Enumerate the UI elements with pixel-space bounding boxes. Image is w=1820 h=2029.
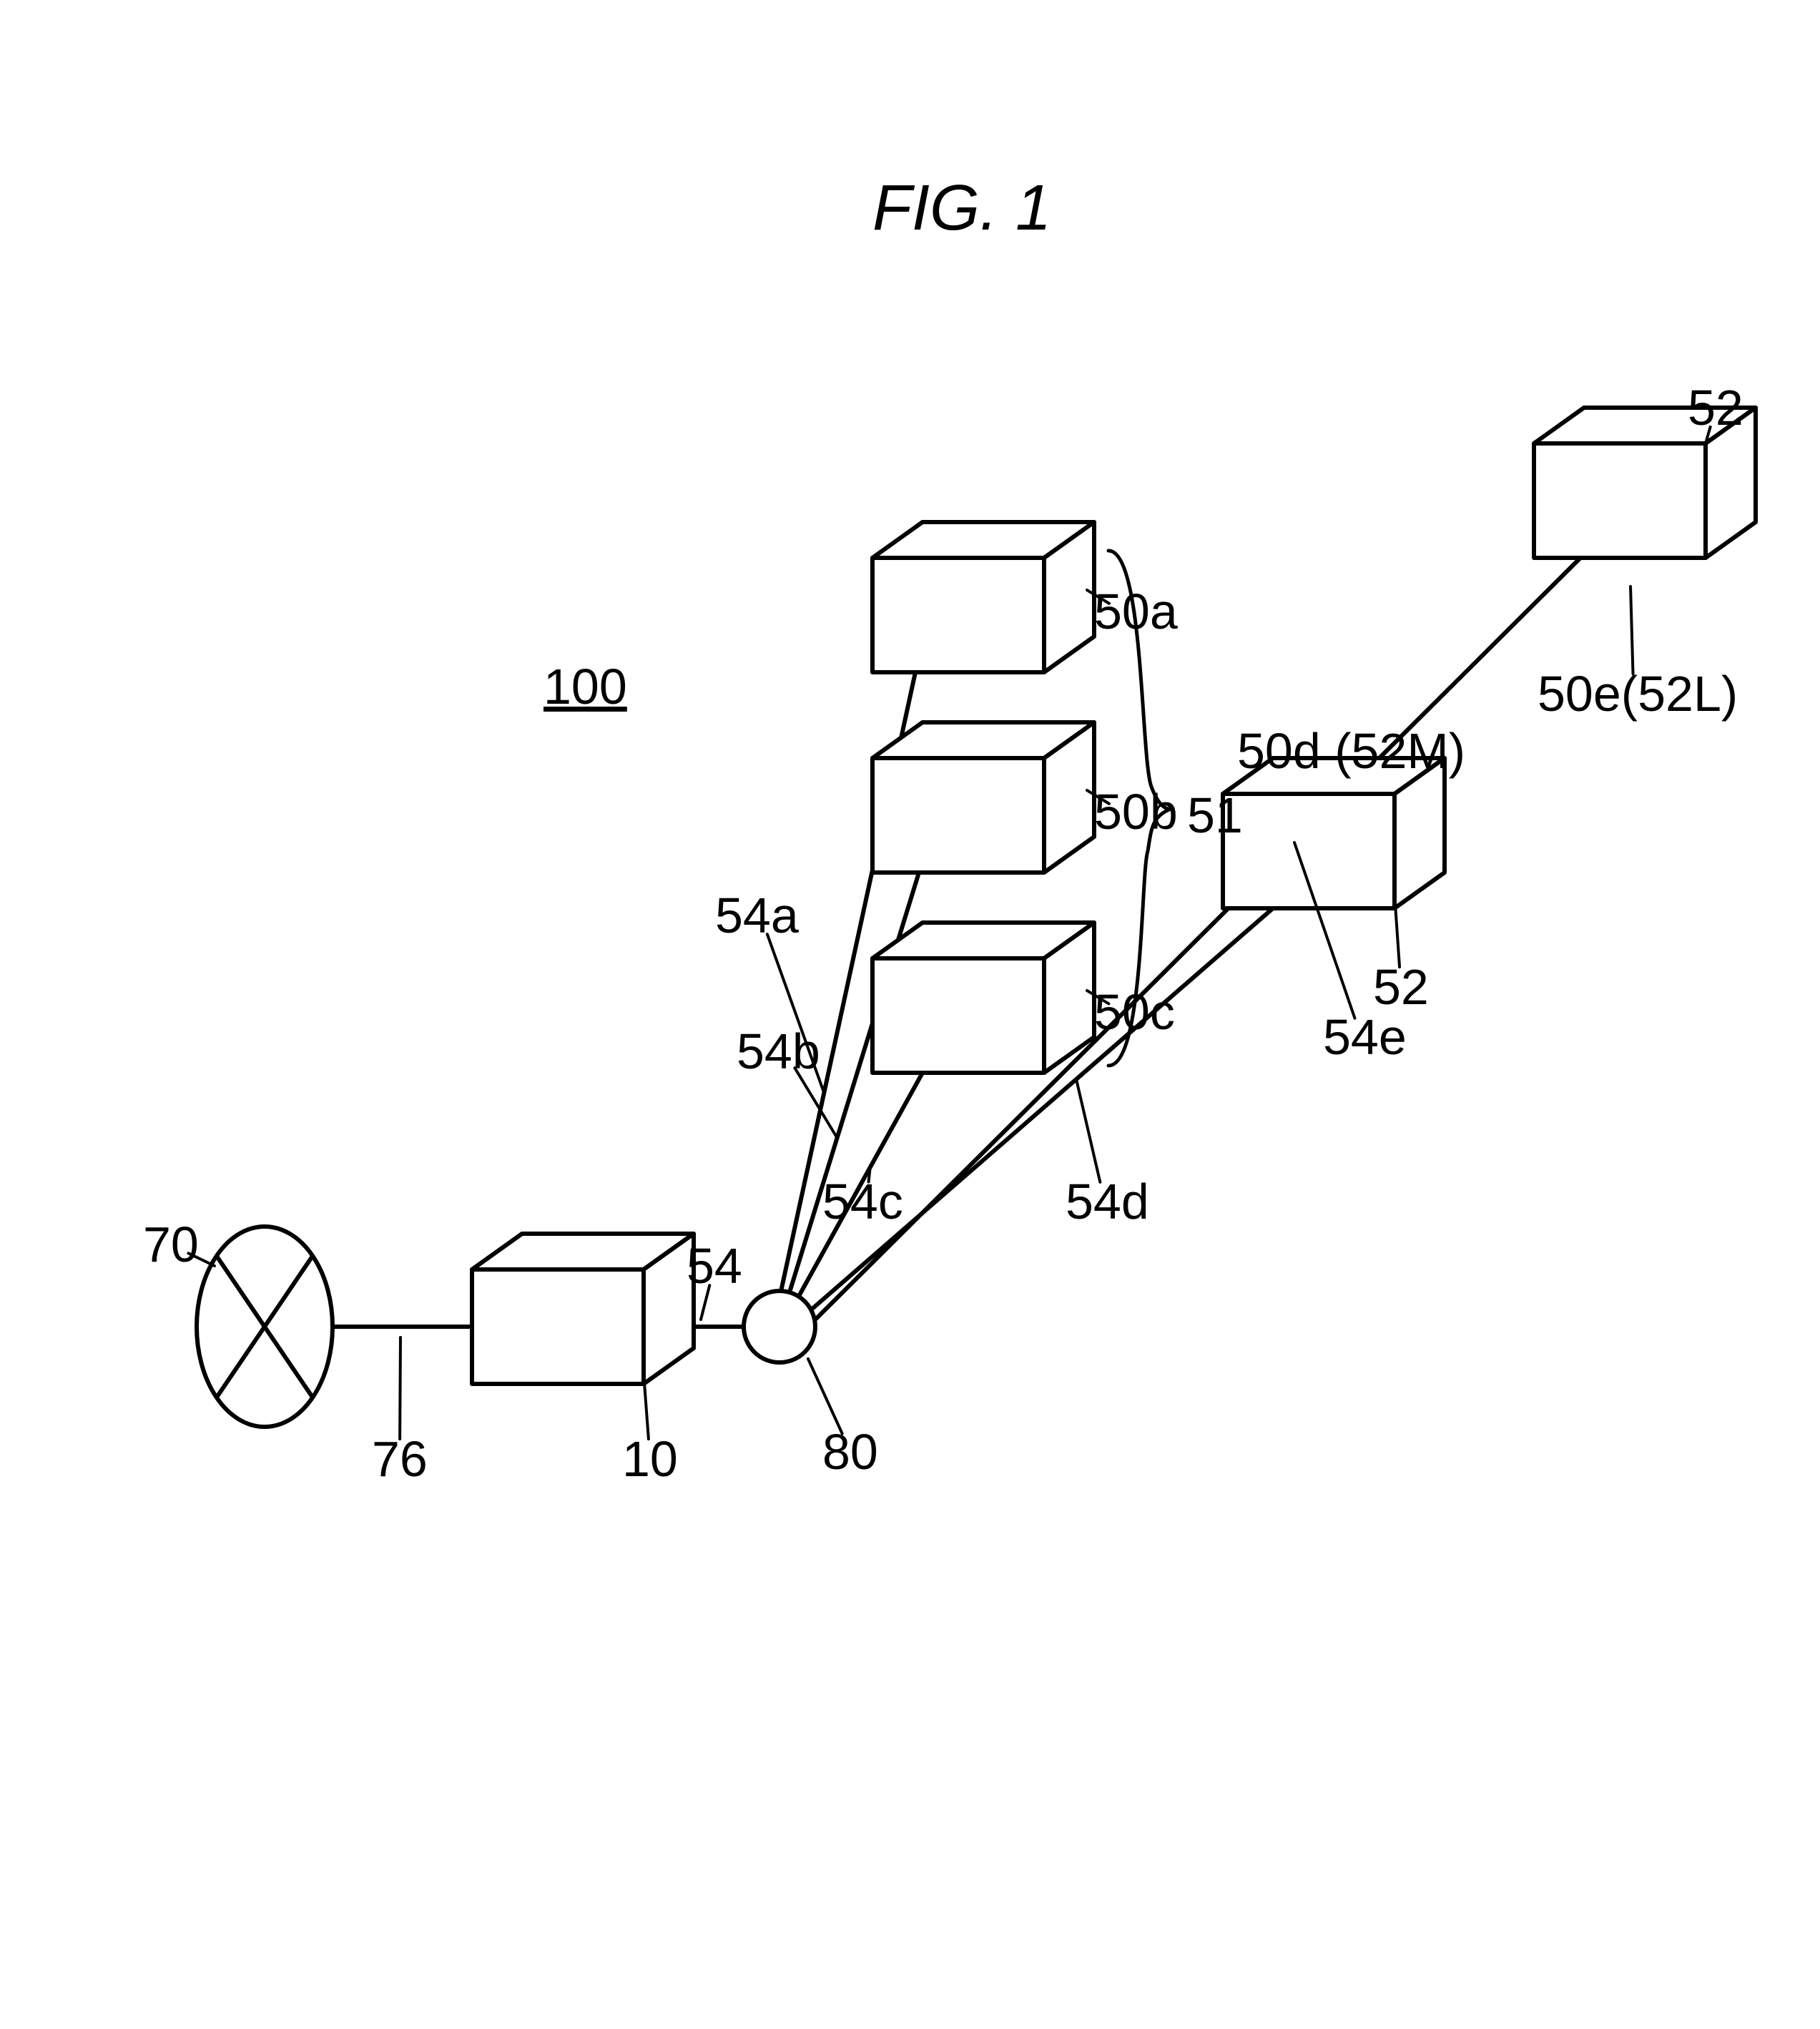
label-54a: 54a — [715, 887, 799, 944]
label-50a: 50a — [1094, 583, 1178, 640]
splitter-node — [744, 1291, 815, 1362]
node-box50a — [872, 522, 1094, 672]
lead-50e52L — [1630, 586, 1633, 674]
node-box50c — [872, 923, 1094, 1073]
lead-80 — [808, 1359, 842, 1433]
label-50e52L: 50e(52L) — [1538, 665, 1738, 722]
diagram-stage: 51 FIG. 1 100 70 76 10 54 80 54a 54b 54c 54d 54e 50a 5… — [0, 0, 1820, 2029]
label-50b: 50b — [1094, 783, 1178, 840]
label-50d52M: 50d (52M) — [1237, 722, 1465, 780]
figure-title: FIG. 1 — [872, 172, 1051, 245]
label-50c: 50c — [1094, 983, 1175, 1041]
system-ref: 100 — [543, 658, 627, 715]
label-52: 52 — [1688, 379, 1743, 436]
label-54c: 54c — [822, 1173, 903, 1230]
label-54: 54 — [687, 1237, 742, 1294]
label-54b: 54b — [737, 1023, 820, 1080]
node-box10 — [472, 1234, 694, 1384]
label-54e: 54e — [1323, 1008, 1407, 1066]
label-80: 80 — [822, 1423, 878, 1480]
label-51: 51 — [1187, 787, 1243, 844]
label-54d: 54d — [1066, 1173, 1149, 1230]
node-box50b — [872, 722, 1094, 873]
lead-54d — [1076, 1079, 1100, 1182]
label-70: 70 — [143, 1216, 199, 1273]
label-52: 52 — [1373, 958, 1429, 1016]
diagram-svg — [0, 0, 1820, 2029]
label-10: 10 — [622, 1430, 678, 1488]
antenna-symbol — [197, 1227, 333, 1427]
label-76: 76 — [372, 1430, 428, 1488]
node-box50d — [1223, 758, 1445, 908]
